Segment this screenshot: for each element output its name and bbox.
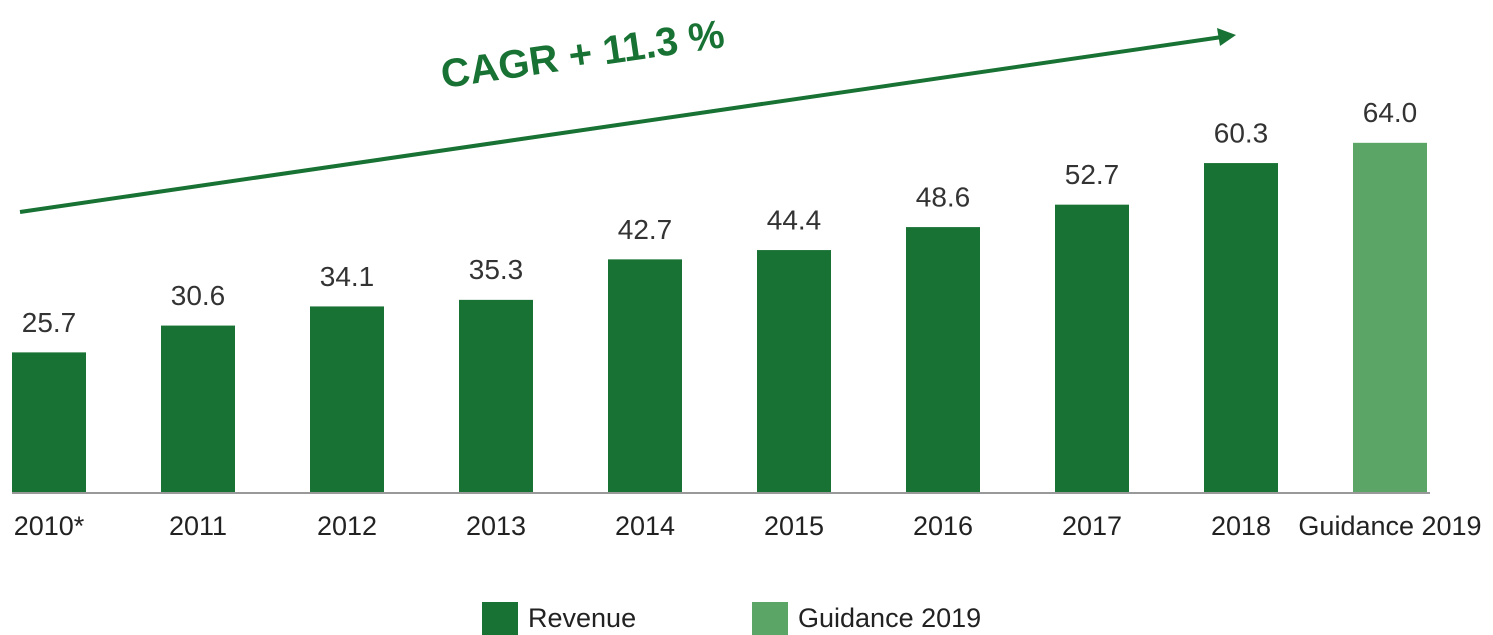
bar xyxy=(12,352,86,493)
x-tick-label: 2012 xyxy=(317,511,377,541)
value-label: 52.7 xyxy=(1065,159,1120,190)
bar xyxy=(1353,142,1427,494)
legend-swatch xyxy=(752,602,788,635)
cagr-arrow-head xyxy=(1217,28,1236,46)
bar xyxy=(757,250,831,493)
value-label: 60.3 xyxy=(1214,117,1269,148)
legend-label: Revenue xyxy=(528,603,636,633)
value-label: 44.4 xyxy=(767,204,822,235)
x-tick-label: 2010* xyxy=(14,511,85,541)
x-tick-label: 2016 xyxy=(913,511,973,541)
value-label: 35.3 xyxy=(469,254,524,285)
bar xyxy=(1055,204,1129,494)
bar xyxy=(161,325,235,493)
value-label: 48.6 xyxy=(916,181,971,212)
x-tick-label: 2018 xyxy=(1211,511,1271,541)
value-label: 25.7 xyxy=(22,307,77,338)
cagr-arrow xyxy=(19,35,1223,214)
x-tick-label: 2015 xyxy=(764,511,824,541)
value-label: 42.7 xyxy=(618,214,673,245)
x-tick-label: 2013 xyxy=(466,511,526,541)
value-label: 34.1 xyxy=(320,261,375,292)
bar xyxy=(310,306,384,493)
bar xyxy=(906,227,980,494)
legend-swatch xyxy=(482,602,518,635)
bar xyxy=(459,299,533,493)
x-tick-label: 2017 xyxy=(1062,511,1122,541)
bar xyxy=(608,259,682,493)
x-tick-label: 2014 xyxy=(615,511,675,541)
cagr-annotation: CAGR + 11.3 % xyxy=(438,12,727,97)
legend-label: Guidance 2019 xyxy=(798,603,981,633)
value-label: 30.6 xyxy=(171,280,226,311)
x-tick-label: Guidance 2019 xyxy=(1298,511,1481,541)
value-label: 64.0 xyxy=(1363,97,1418,128)
bar xyxy=(1204,163,1278,493)
x-tick-label: 2011 xyxy=(169,511,227,541)
